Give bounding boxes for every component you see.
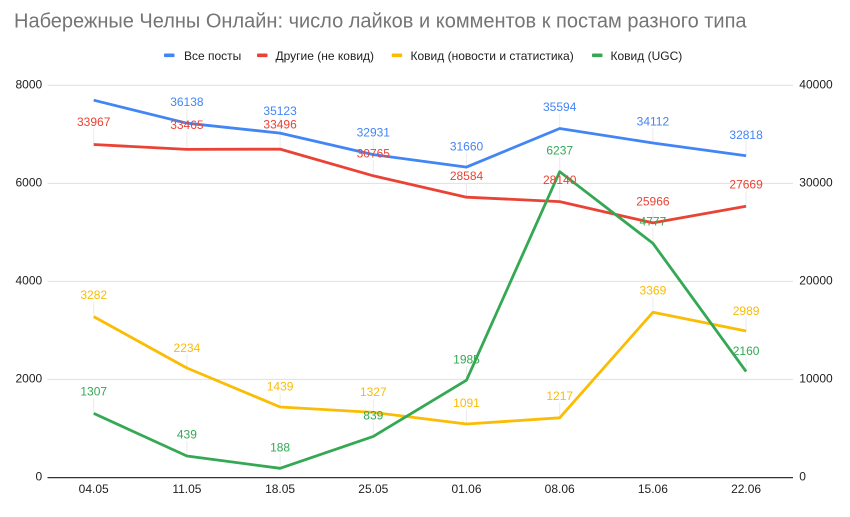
svg-text:1091: 1091 — [453, 396, 480, 410]
svg-text:2234: 2234 — [174, 341, 201, 355]
svg-text:3282: 3282 — [80, 288, 107, 302]
svg-text:8000: 8000 — [15, 77, 42, 91]
svg-text:36138: 36138 — [170, 95, 204, 109]
svg-text:25966: 25966 — [636, 195, 670, 209]
svg-text:1327: 1327 — [360, 385, 387, 399]
svg-text:31660: 31660 — [450, 140, 484, 154]
svg-text:1307: 1307 — [80, 385, 107, 399]
svg-text:2989: 2989 — [733, 304, 760, 318]
svg-text:18.05: 18.05 — [265, 482, 295, 496]
svg-text:11.05: 11.05 — [172, 482, 201, 496]
svg-text:27669: 27669 — [729, 177, 763, 191]
svg-text:Ковид (новости и статистика): Ковид (новости и статистика) — [411, 49, 574, 63]
svg-text:15.06: 15.06 — [638, 482, 668, 496]
svg-text:3369: 3369 — [640, 284, 667, 298]
svg-text:34112: 34112 — [637, 115, 670, 129]
svg-text:2000: 2000 — [15, 372, 42, 386]
svg-text:30000: 30000 — [799, 175, 833, 189]
svg-text:0: 0 — [799, 470, 806, 484]
svg-text:30765: 30765 — [357, 147, 391, 161]
svg-text:Набережные Челны Онлайн: число: Набережные Челны Онлайн: число лайков и … — [14, 11, 747, 33]
svg-text:839: 839 — [363, 408, 383, 422]
svg-text:Все посты: Все посты — [184, 49, 241, 63]
svg-text:22.06: 22.06 — [731, 482, 761, 496]
svg-text:33465: 33465 — [170, 118, 204, 132]
svg-text:40000: 40000 — [799, 77, 833, 91]
svg-text:28140: 28140 — [543, 173, 577, 187]
svg-text:04.05: 04.05 — [79, 482, 109, 496]
svg-text:Другие (не ковид): Другие (не ковид) — [276, 49, 375, 63]
svg-text:1217: 1217 — [546, 389, 573, 403]
svg-text:25.05: 25.05 — [358, 482, 388, 496]
svg-text:6000: 6000 — [15, 175, 42, 189]
svg-text:1985: 1985 — [453, 353, 480, 367]
svg-text:6237: 6237 — [546, 144, 573, 158]
svg-text:188: 188 — [270, 441, 290, 455]
svg-text:01.06: 01.06 — [451, 482, 481, 496]
svg-text:4777: 4777 — [640, 215, 667, 229]
svg-text:28584: 28584 — [450, 169, 484, 183]
svg-text:0: 0 — [36, 470, 43, 484]
svg-text:35123: 35123 — [263, 104, 297, 118]
svg-text:439: 439 — [177, 428, 197, 442]
svg-text:32818: 32818 — [729, 128, 763, 142]
svg-text:35594: 35594 — [543, 100, 577, 114]
svg-text:2160: 2160 — [733, 344, 760, 358]
svg-text:1439: 1439 — [267, 380, 294, 394]
svg-text:4000: 4000 — [15, 273, 42, 287]
svg-text:Ковид (UGC): Ковид (UGC) — [611, 49, 683, 63]
svg-text:33967: 33967 — [77, 115, 111, 129]
svg-text:33496: 33496 — [263, 118, 297, 132]
svg-text:10000: 10000 — [799, 372, 833, 386]
svg-text:20000: 20000 — [799, 273, 833, 287]
svg-text:08.06: 08.06 — [545, 482, 575, 496]
svg-text:32931: 32931 — [357, 125, 391, 139]
